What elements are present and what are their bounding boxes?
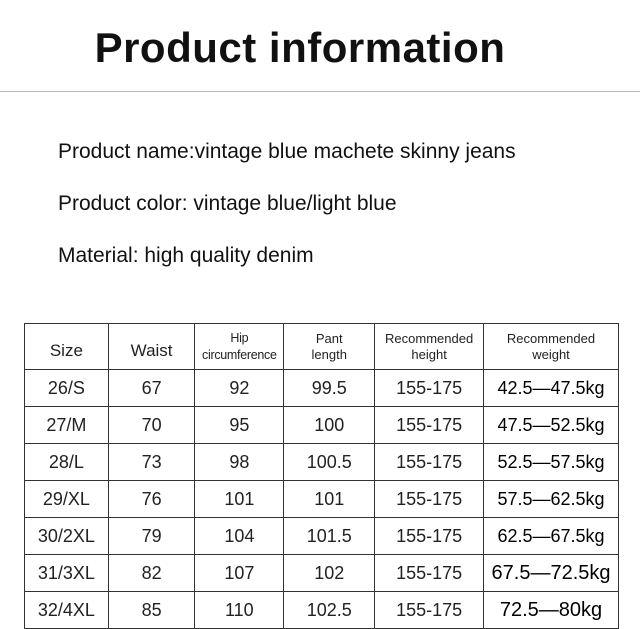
cell-height: 155-175: [374, 480, 485, 518]
cell-waist: 79: [107, 517, 196, 555]
table-row: 32/4XL 85 110 102.5 155-175 72.5—80kg: [24, 591, 619, 629]
cell-hip: 95: [194, 406, 285, 444]
cell-waist: 85: [107, 591, 196, 629]
cell-waist: 76: [107, 480, 196, 518]
cell-height: 155-175: [374, 406, 485, 444]
cell-size: 30/2XL: [24, 517, 109, 555]
cell-size: 31/3XL: [24, 554, 109, 592]
cell-height: 155-175: [374, 517, 485, 555]
product-color: Product color: vintage blue/light blue: [58, 192, 397, 215]
cell-pant-length: 101: [283, 480, 376, 518]
cell-size: 26/S: [24, 369, 109, 407]
table-row: 26/S 67 92 99.5 155-175 42.5—47.5kg: [24, 369, 619, 407]
header-weight: Recommended weight: [483, 323, 619, 370]
product-name: Product name:vintage blue machete skinny…: [58, 140, 516, 163]
table-row: 31/3XL 82 107 102 155-175 67.5—72.5kg: [24, 554, 619, 592]
cell-hip: 107: [194, 554, 285, 592]
cell-waist: 73: [107, 443, 196, 481]
header-waist: Waist: [107, 323, 196, 370]
cell-weight: 52.5—57.5kg: [483, 443, 619, 481]
cell-waist: 70: [107, 406, 196, 444]
cell-pant-length: 100: [283, 406, 376, 444]
cell-pant-length: 99.5: [283, 369, 376, 407]
header-height: Recommended height: [374, 323, 485, 370]
cell-hip: 92: [194, 369, 285, 407]
cell-weight: 42.5—47.5kg: [483, 369, 619, 407]
cell-height: 155-175: [374, 591, 485, 629]
cell-waist: 82: [107, 554, 196, 592]
cell-waist: 67: [107, 369, 196, 407]
cell-weight: 72.5—80kg: [483, 591, 619, 629]
cell-height: 155-175: [374, 554, 485, 592]
table-row: 28/L 73 98 100.5 155-175 52.5—57.5kg: [24, 443, 619, 481]
table-header: Size Waist Hip circumference Pant length…: [24, 323, 619, 370]
cell-weight: 67.5—72.5kg: [483, 554, 619, 592]
cell-pant-length: 102.5: [283, 591, 376, 629]
cell-size: 29/XL: [24, 480, 109, 518]
header-hip: Hip circumference: [194, 323, 285, 370]
divider: [0, 91, 640, 92]
cell-pant-length: 102: [283, 554, 376, 592]
cell-hip: 101: [194, 480, 285, 518]
cell-weight: 57.5—62.5kg: [483, 480, 619, 518]
cell-weight: 47.5—52.5kg: [483, 406, 619, 444]
cell-pant-length: 100.5: [283, 443, 376, 481]
cell-hip: 110: [194, 591, 285, 629]
cell-size: 27/M: [24, 406, 109, 444]
cell-hip: 98: [194, 443, 285, 481]
material: Material: high quality denim: [58, 244, 314, 267]
cell-height: 155-175: [374, 443, 485, 481]
header-pant-length: Pant length: [283, 323, 376, 370]
cell-height: 155-175: [374, 369, 485, 407]
table-row: 30/2XL 79 104 101.5 155-175 62.5—67.5kg: [24, 517, 619, 555]
page-title: Product information: [94, 24, 506, 71]
cell-pant-length: 101.5: [283, 517, 376, 555]
table-row: 27/M 70 95 100 155-175 47.5—52.5kg: [24, 406, 619, 444]
header-size: Size: [24, 323, 109, 370]
cell-weight: 62.5—67.5kg: [483, 517, 619, 555]
size-table: Size Waist Hip circumference Pant length…: [24, 323, 619, 629]
cell-hip: 104: [194, 517, 285, 555]
table-row: 29/XL 76 101 101 155-175 57.5—62.5kg: [24, 480, 619, 518]
cell-size: 32/4XL: [24, 591, 109, 629]
cell-size: 28/L: [24, 443, 109, 481]
